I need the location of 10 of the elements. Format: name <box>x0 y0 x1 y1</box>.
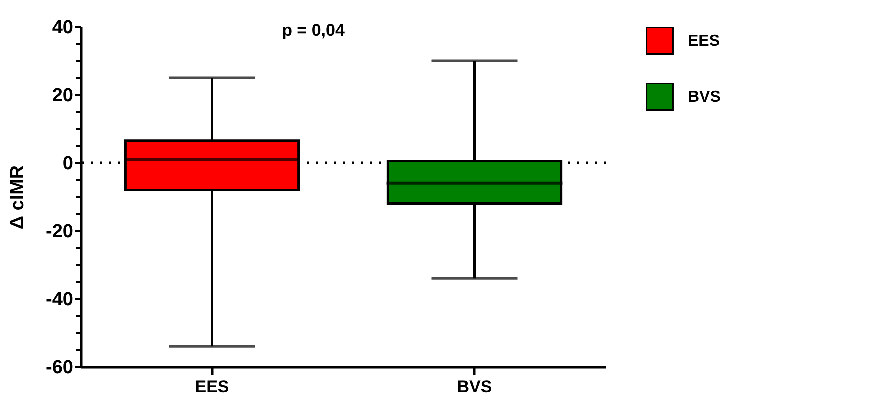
y-tick-label: -40 <box>46 290 74 310</box>
y-tick-label: 0 <box>62 154 74 174</box>
y-tick-label: -20 <box>46 222 74 242</box>
y-tick-label: -60 <box>46 358 74 378</box>
y-axis-title: Δ cIMR <box>8 165 28 230</box>
y-tick-label: 40 <box>52 18 74 38</box>
legend-label: BVS <box>688 89 722 106</box>
legend-label: EES <box>688 33 720 50</box>
annotation: p = 0,04 <box>282 21 346 40</box>
y-tick-label: 20 <box>52 86 74 106</box>
